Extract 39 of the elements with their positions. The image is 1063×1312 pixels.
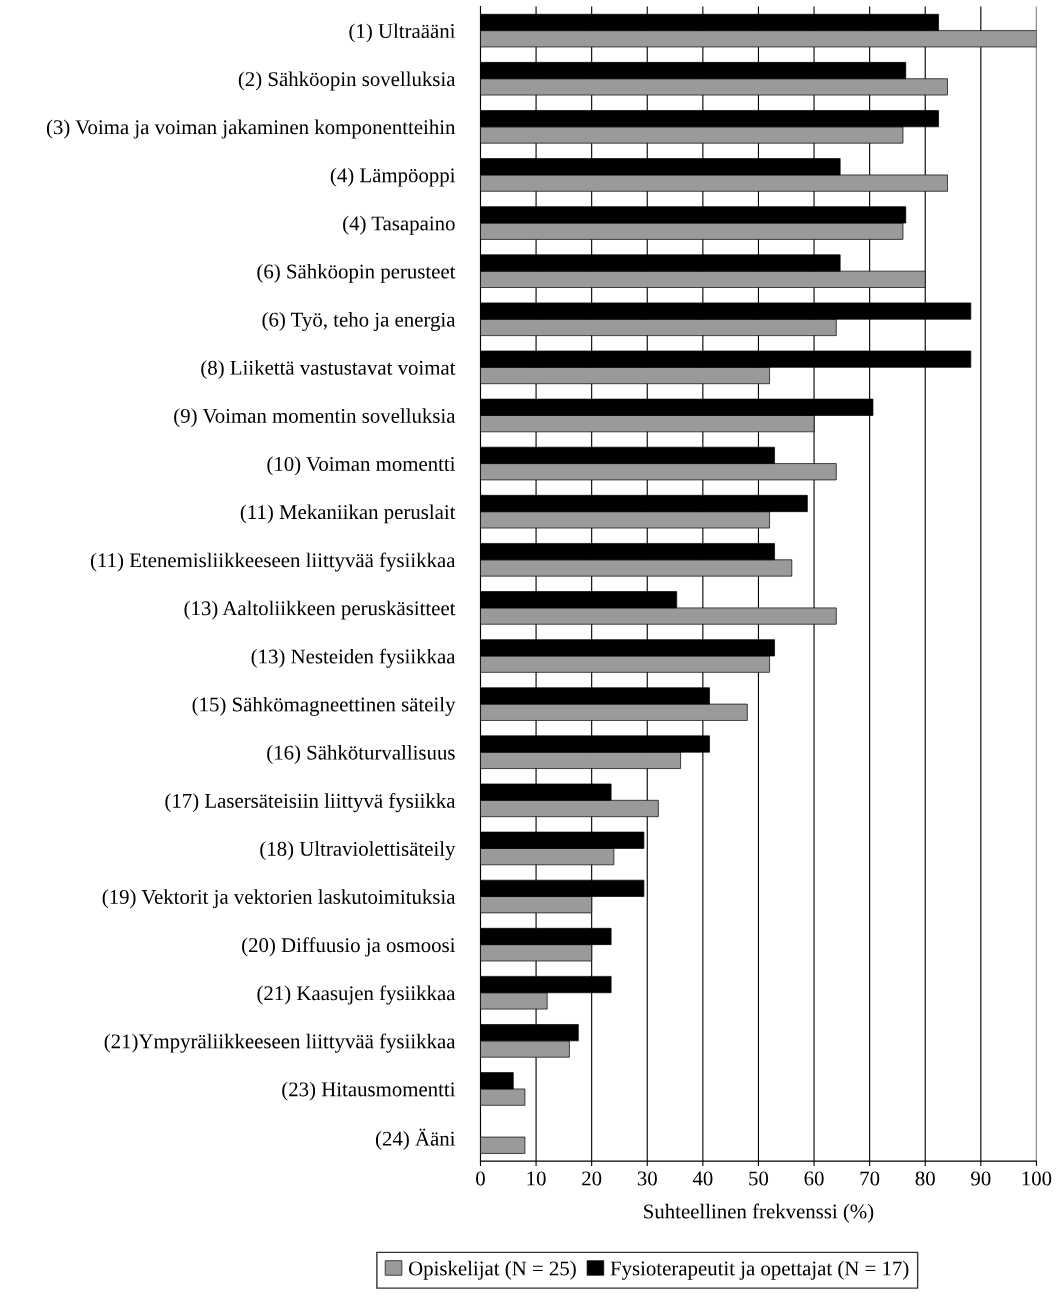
y-tick-label: (9) Voiman momentin sovelluksia xyxy=(174,408,456,428)
y-tick-label: (21) Kaasujen fysiikkaa xyxy=(257,985,456,1005)
y-tick-label: (6) Sähköopin perusteet xyxy=(257,263,456,283)
y-tick-label: (3) Voima ja voiman jakaminen komponentteihin xyxy=(46,119,456,139)
y-tick-label: (1) Ultraääni xyxy=(349,23,456,43)
legend-label: Fysioterapeutit ja opettajat (N = 17) xyxy=(610,1260,909,1280)
y-tick-label: (2) Sähköopin sovelluksia xyxy=(238,71,456,91)
x-axis-title: Suhteellinen frekvenssi (%) xyxy=(644,1203,874,1223)
y-tick-label: (8) Liikettä vastustavat voimat xyxy=(201,360,456,380)
x-tick-label: 40 xyxy=(692,1171,713,1186)
x-tick-label: 0 xyxy=(476,1171,485,1186)
y-tick-label: (11) Mekaniikan peruslait xyxy=(240,504,456,524)
y-tick-label: (11) Etenemisliikkeeseen liittyvää fysiikkaa xyxy=(90,552,456,572)
bar xyxy=(480,1136,526,1154)
y-tick-label: (17) Lasersäteisiin liittyvä fysiikka xyxy=(165,792,456,813)
x-tick-label: 20 xyxy=(582,1171,602,1186)
x-tick-label: 50 xyxy=(749,1171,769,1186)
y-tick-label: (6) Työ, teho ja energia xyxy=(262,312,456,331)
y-tick-label: (16) Sähköturvallisuus xyxy=(267,744,455,764)
x-tick-label: 100 xyxy=(1022,1171,1052,1186)
x-tick-label: 30 xyxy=(637,1171,657,1186)
y-tick-label: (24) Ääni xyxy=(375,1128,456,1150)
y-tick-label: (4) Tasapaino xyxy=(343,215,455,235)
y-tick-label: (13) Nesteiden fysiikkaa xyxy=(251,648,456,668)
y-tick-label: (23) Hitausmomentti xyxy=(282,1081,456,1101)
x-tick-label: 70 xyxy=(860,1171,880,1186)
x-tick-label: 80 xyxy=(915,1171,935,1186)
y-tick-label: (10) Voiman momentti xyxy=(267,456,456,476)
x-tick-label: 10 xyxy=(527,1171,546,1186)
y-tick-label: (20) Diffuusio ja osmoosi xyxy=(242,937,456,957)
y-tick-label: (4) Lämpöoppi xyxy=(330,167,456,187)
y-tick-label: (15) Sähkömagneettinen säteily xyxy=(192,696,456,716)
y-tick-label: (13) Aaltoliikkeen peruskäsitteet xyxy=(184,600,456,620)
y-tick-label: (21)Ympyräliikkeeseen liittyvää fysiikkaa xyxy=(104,1033,456,1053)
y-tick-label: (18) Ultraviolettisäteily xyxy=(260,841,456,861)
y-tick-label: (19) Vektorit ja vektorien laskutoimituksia xyxy=(102,889,456,909)
x-tick-label: 60 xyxy=(804,1171,824,1186)
legend-label: Opiskelijat (N = 25) xyxy=(408,1260,576,1280)
x-tick-label: 90 xyxy=(971,1171,991,1186)
